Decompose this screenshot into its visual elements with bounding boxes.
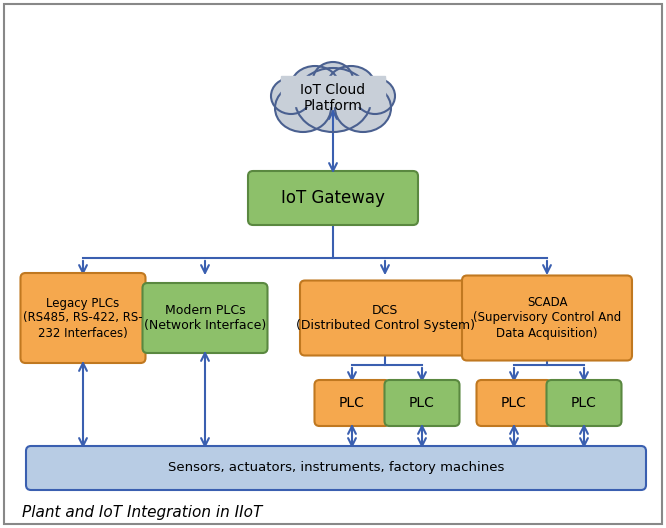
- Text: PLC: PLC: [501, 396, 527, 410]
- FancyBboxPatch shape: [143, 283, 268, 353]
- FancyBboxPatch shape: [26, 446, 646, 490]
- Bar: [281, 76, 385, 106]
- Text: DCS
(Distributed Control System): DCS (Distributed Control System): [296, 304, 474, 332]
- FancyBboxPatch shape: [462, 276, 632, 361]
- Text: IoT Gateway: IoT Gateway: [281, 189, 385, 207]
- Ellipse shape: [271, 78, 311, 114]
- FancyBboxPatch shape: [547, 380, 621, 426]
- Text: Sensors, actuators, instruments, factory machines: Sensors, actuators, instruments, factory…: [168, 461, 504, 475]
- Ellipse shape: [295, 68, 371, 132]
- Text: PLC: PLC: [409, 396, 435, 410]
- Text: PLC: PLC: [339, 396, 365, 410]
- Ellipse shape: [355, 78, 395, 114]
- Text: PLC: PLC: [571, 396, 597, 410]
- FancyBboxPatch shape: [476, 380, 551, 426]
- FancyBboxPatch shape: [4, 4, 662, 524]
- Text: SCADA
(Supervisory Control And
Data Acquisition): SCADA (Supervisory Control And Data Acqu…: [473, 297, 621, 340]
- Text: Legacy PLCs
(RS485, RS-422, RS-
232 Interfaces): Legacy PLCs (RS485, RS-422, RS- 232 Inte…: [23, 297, 143, 340]
- FancyBboxPatch shape: [384, 380, 460, 426]
- Text: Modern PLCs
(Network Interface): Modern PLCs (Network Interface): [144, 304, 266, 332]
- Ellipse shape: [275, 84, 331, 132]
- FancyBboxPatch shape: [300, 280, 470, 355]
- FancyBboxPatch shape: [248, 171, 418, 225]
- Text: IoT Cloud
Platform: IoT Cloud Platform: [300, 83, 366, 113]
- Bar: [281, 78, 385, 108]
- Ellipse shape: [291, 66, 339, 106]
- Ellipse shape: [313, 62, 353, 98]
- Ellipse shape: [327, 66, 375, 106]
- FancyBboxPatch shape: [314, 380, 390, 426]
- Text: Plant and IoT Integration in IIoT: Plant and IoT Integration in IIoT: [22, 504, 262, 520]
- Ellipse shape: [335, 84, 391, 132]
- FancyBboxPatch shape: [21, 273, 145, 363]
